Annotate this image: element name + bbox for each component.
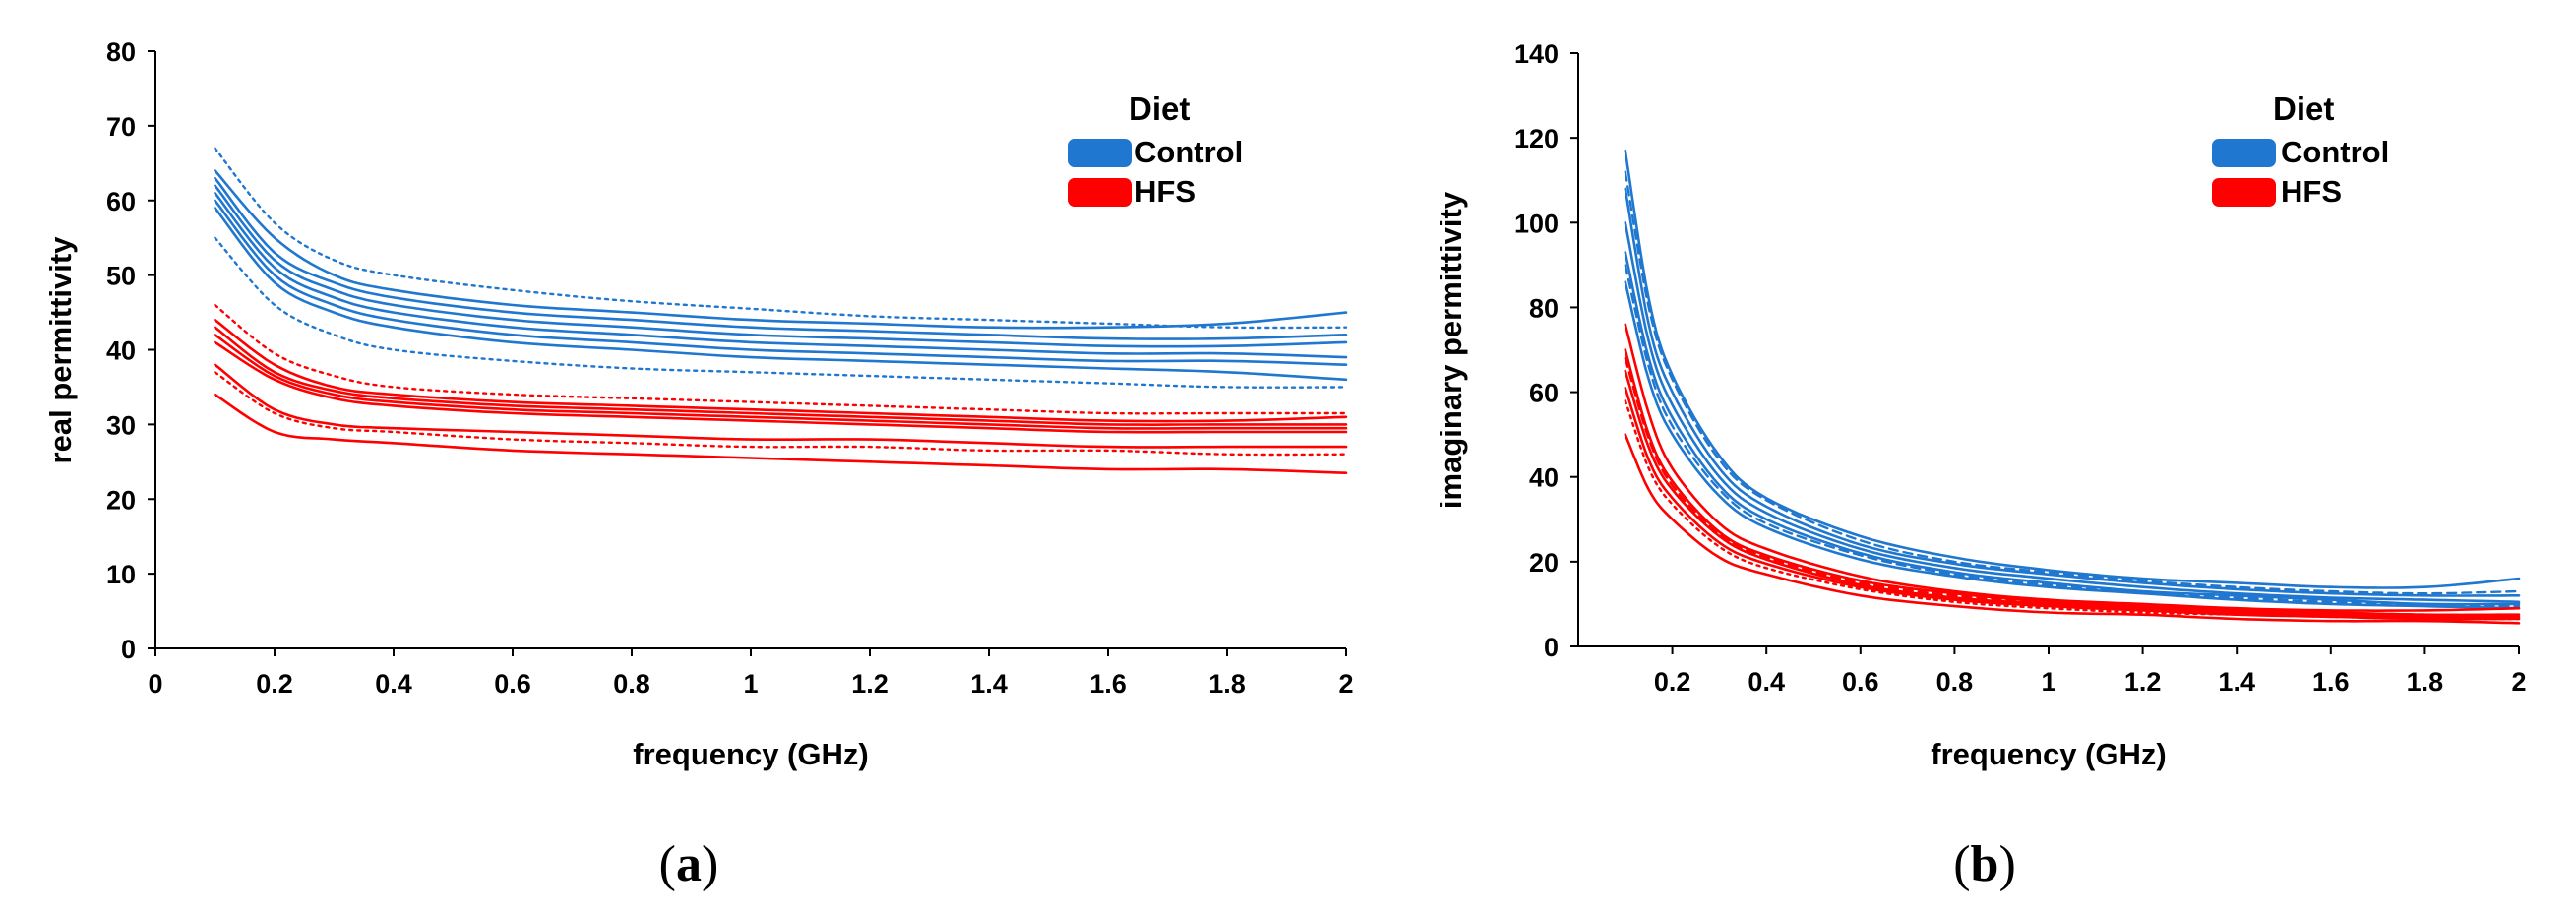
panel-b-x-tick-label-3: 0.8 bbox=[1936, 667, 1974, 697]
panel-a-series-line-hfs-14 bbox=[214, 303, 1348, 415]
panel-b-x-tick-label-5: 1.2 bbox=[2124, 667, 2162, 697]
panel-b-series-line-control-2 bbox=[1624, 221, 2521, 604]
panel-b-legend-swatch-hfs bbox=[2212, 178, 2276, 207]
panel-a-y-tick-label-4: 40 bbox=[106, 336, 136, 366]
panel-a-x-tick-label-5: 1 bbox=[743, 669, 758, 699]
panel-b-y-tick-label-3: 60 bbox=[1529, 379, 1559, 408]
panel-a-x-tick-group: 0 0.2 0.4 0.6 0.8 1 1.2 1.4 1.6 1.8 2 bbox=[148, 648, 1354, 699]
panel-a-legend-title: Diet bbox=[1129, 91, 1190, 127]
panel-a-series-line-hfs-15 bbox=[214, 371, 1348, 457]
panel-b-x-tick-label-7: 1.6 bbox=[2312, 667, 2350, 697]
panel-a-y-tick-label-1: 10 bbox=[106, 560, 136, 589]
panel-b-series-line-hfs-12 bbox=[1624, 356, 2521, 617]
panel-b-series-line-control-1 bbox=[1624, 187, 2521, 597]
panel-a-series-line-control-5 bbox=[214, 207, 1348, 382]
panel-b-x-tick-label-8: 1.8 bbox=[2407, 667, 2444, 697]
panel-a-y-tick-label-7: 70 bbox=[106, 112, 136, 142]
panel-a-series-group bbox=[214, 147, 1348, 474]
panel-b-legend-title: Diet bbox=[2273, 91, 2334, 127]
panel-b-x-tick-label-6: 1.4 bbox=[2218, 667, 2255, 697]
panel-a-y-tick-label-0: 0 bbox=[121, 635, 136, 664]
panel-b-x-tick-label-2: 0.6 bbox=[1842, 667, 1879, 697]
panel-a-series-line-control-1 bbox=[214, 176, 1348, 340]
panel-b-x-tick-label-1: 0.4 bbox=[1748, 667, 1785, 697]
panel-b-legend: Diet Control HFS bbox=[2212, 91, 2389, 209]
panel-b-series-line-control-3 bbox=[1624, 251, 2521, 606]
panel-b-series-line-control-5 bbox=[1624, 170, 2521, 595]
panel-a-x-tick-label-4: 0.8 bbox=[613, 669, 650, 699]
panel-a-x-tick-label-1: 0.2 bbox=[256, 669, 293, 699]
panel-b-series-line-hfs-13 bbox=[1624, 399, 2521, 621]
panel-b-series-line-control-0 bbox=[1624, 149, 2521, 589]
panel-b-chart: 0.2 0.4 0.6 0.8 1 1.2 1.4 1.6 1.8 2 0 20 40 60 80 100 1… bbox=[1434, 39, 2527, 892]
panel-b-label: (b) bbox=[1953, 836, 2016, 892]
panel-a-y-tick-label-3: 30 bbox=[106, 410, 136, 440]
panel-b-series-line-hfs-7 bbox=[1624, 323, 2521, 612]
panel-a-chart: 0 0.2 0.4 0.6 0.8 1 1.2 1.4 1.6 1.8 2 0 10 20 30 40 50 6… bbox=[43, 37, 1354, 892]
panel-b-series-line-hfs-11 bbox=[1624, 433, 2521, 625]
panel-a-x-tick-label-9: 1.8 bbox=[1208, 669, 1246, 699]
panel-b-legend-swatch-control bbox=[2212, 139, 2276, 167]
panel-a-x-axis-title: frequency (GHz) bbox=[633, 737, 868, 771]
panel-b-x-tick-label-9: 2 bbox=[2511, 667, 2526, 697]
panel-a-series-line-control-4 bbox=[214, 199, 1348, 366]
panel-b-series-line-control-4 bbox=[1624, 280, 2521, 610]
panel-a-series-line-hfs-10 bbox=[214, 334, 1348, 430]
panel-a-series-line-hfs-12 bbox=[214, 363, 1348, 449]
panel-b-y-tick-group: 0 20 40 60 80 100 120 140 bbox=[1514, 39, 1578, 662]
panel-a-series-line-control-6 bbox=[214, 147, 1348, 330]
panel-b-series-group bbox=[1624, 149, 2521, 625]
panel-a-y-tick-label-8: 80 bbox=[106, 37, 136, 67]
panel-a-x-tick-label-2: 0.4 bbox=[375, 669, 412, 699]
panel-a-series-line-hfs-11 bbox=[214, 340, 1348, 434]
panel-a-x-tick-label-0: 0 bbox=[148, 669, 162, 699]
panel-b-y-tick-label-7: 140 bbox=[1514, 39, 1559, 69]
panel-a-label: (a) bbox=[659, 836, 719, 892]
panel-b-y-tick-label-4: 80 bbox=[1529, 293, 1559, 323]
panel-a-y-tick-label-2: 20 bbox=[106, 485, 136, 515]
panel-a-x-tick-label-3: 0.6 bbox=[494, 669, 531, 699]
panel-b-y-tick-label-1: 20 bbox=[1529, 548, 1559, 578]
panel-b-series-line-hfs-9 bbox=[1624, 369, 2521, 619]
panel-a-series-line-control-2 bbox=[214, 184, 1348, 348]
panel-b-x-tick-group: 0.2 0.4 0.6 0.8 1 1.2 1.4 1.6 1.8 2 bbox=[1654, 646, 2527, 697]
panel-b-y-tick-label-2: 40 bbox=[1529, 463, 1559, 493]
panel-a-series-line-hfs-9 bbox=[214, 326, 1348, 426]
panel-b-legend-label-control: Control bbox=[2281, 135, 2389, 169]
panel-b-x-axis-title: frequency (GHz) bbox=[1931, 737, 2166, 771]
panel-a-series-line-control-7 bbox=[214, 236, 1348, 389]
panel-a-legend: Diet Control HFS bbox=[1068, 91, 1243, 209]
panel-a-y-tick-group: 0 10 20 30 40 50 60 70 80 bbox=[106, 37, 155, 664]
panel-a-y-tick-label-6: 60 bbox=[106, 187, 136, 216]
panel-a-legend-swatch-control bbox=[1068, 139, 1132, 167]
panel-a-x-tick-label-6: 1.2 bbox=[851, 669, 889, 699]
panel-a-series-line-control-0 bbox=[214, 169, 1348, 330]
panel-b-series-line-control-6 bbox=[1624, 264, 2521, 608]
panel-b-y-tick-label-0: 0 bbox=[1544, 633, 1559, 662]
panel-a-legend-label-hfs: HFS bbox=[1135, 174, 1196, 209]
panel-a-legend-swatch-hfs bbox=[1068, 178, 1132, 207]
panel-a-series-line-hfs-13 bbox=[214, 393, 1348, 474]
panel-a-x-tick-label-7: 1.4 bbox=[970, 669, 1008, 699]
panel-a-y-axis-title: real permittivity bbox=[43, 236, 78, 464]
panel-b-x-tick-label-4: 1 bbox=[2041, 667, 2055, 697]
panel-a-x-tick-label-8: 1.6 bbox=[1089, 669, 1127, 699]
panel-a-series-line-control-3 bbox=[214, 191, 1348, 359]
panel-a-legend-label-control: Control bbox=[1135, 135, 1243, 169]
panel-a-y-tick-label-5: 50 bbox=[106, 262, 136, 291]
panel-a-series-line-hfs-8 bbox=[214, 318, 1348, 423]
panel-a-x-tick-label-10: 2 bbox=[1338, 669, 1353, 699]
panel-b-x-tick-label-0: 0.2 bbox=[1654, 667, 1691, 697]
panel-b-legend-label-hfs: HFS bbox=[2281, 174, 2342, 209]
panel-b-y-axis-title: imaginary permittivity bbox=[1434, 191, 1468, 509]
panel-b-y-tick-label-6: 120 bbox=[1514, 124, 1559, 153]
panel-b-y-tick-label-5: 100 bbox=[1514, 209, 1559, 238]
